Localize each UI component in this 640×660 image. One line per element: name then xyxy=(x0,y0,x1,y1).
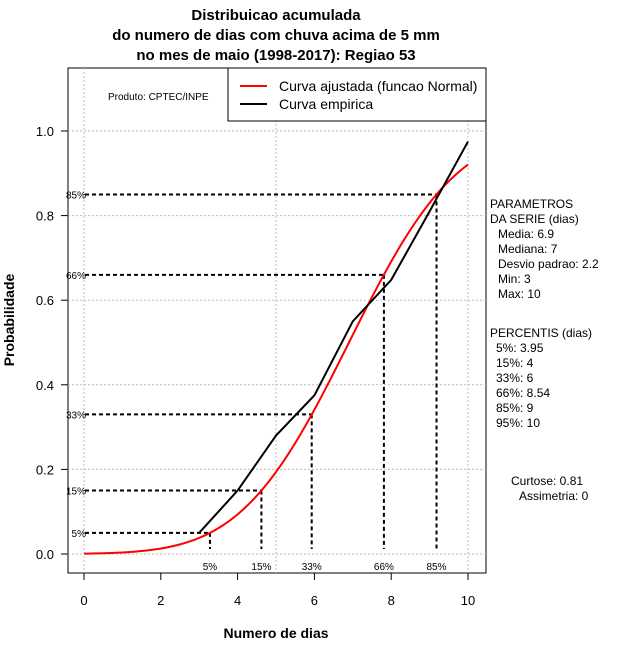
percentile-line: 95%: 10 xyxy=(496,416,540,430)
x-tick-label: 0 xyxy=(80,593,87,608)
x-tick-label: 8 xyxy=(388,593,395,608)
parameter-line: Max: 10 xyxy=(498,287,541,301)
percentiles-heading: PERCENTIS (dias) xyxy=(490,326,592,340)
x-tick-label: 10 xyxy=(461,593,475,608)
y-tick-label: 0.8 xyxy=(36,209,54,224)
x-tick-label: 4 xyxy=(234,593,241,608)
legend-entry: Curva ajustada (funcao Normal) xyxy=(279,78,477,94)
chart-title-line: do numero de dias com chuva acima de 5 m… xyxy=(112,27,440,44)
percentile-line: 5%: 3.95 xyxy=(496,341,544,355)
empirical-curve xyxy=(198,141,469,534)
legend-entry: Curva empirica xyxy=(279,96,373,112)
percentile-line: 15%: 4 xyxy=(496,356,534,370)
y-axis-label: Probabilidade xyxy=(1,274,17,367)
x-tick-label: 6 xyxy=(311,593,318,608)
percentile-line: 85%: 9 xyxy=(496,401,534,415)
y-tick-label: 0.2 xyxy=(36,462,54,477)
chart-title-line: no mes de maio (1998-2017): Regiao 53 xyxy=(136,47,415,64)
y-tick-label: 0.4 xyxy=(36,378,54,393)
x-axis-label: Numero de dias xyxy=(223,625,328,641)
parameter-line: Media: 6.9 xyxy=(498,227,554,241)
parameters-heading: PARAMETROS xyxy=(490,197,573,211)
chart-title-line: Distribuicao acumulada xyxy=(191,7,361,24)
y-tick-label: 1.0 xyxy=(36,124,54,139)
percentile-y-label: 15% xyxy=(66,487,86,498)
percentile-line: 66%: 8.54 xyxy=(496,386,550,400)
fitted-normal-curve xyxy=(83,163,469,555)
percentile-x-label: 5% xyxy=(203,562,218,573)
product-label: Produto: CPTEC/INPE xyxy=(108,92,209,103)
percentile-x-label: 15% xyxy=(251,562,271,573)
parameter-line: Desvio padrao: 2.2 xyxy=(498,257,599,271)
plot-frame xyxy=(67,67,487,574)
x-tick-label: 2 xyxy=(157,593,164,608)
percentile-x-label: 66% xyxy=(374,562,394,573)
percentile-x-label: 85% xyxy=(427,562,447,573)
percentile-y-label: 5% xyxy=(72,529,87,540)
percentile-y-label: 85% xyxy=(66,190,86,201)
percentile-line: 33%: 6 xyxy=(496,371,534,385)
y-tick-label: 0.6 xyxy=(36,293,54,308)
percentile-y-label: 66% xyxy=(66,271,86,282)
percentile-x-label: 33% xyxy=(302,562,322,573)
parameter-line: Min: 3 xyxy=(498,272,531,286)
percentile-y-label: 33% xyxy=(66,410,86,421)
kurtosis-label: Curtose: 0.81 xyxy=(511,474,583,488)
parameter-line: Mediana: 7 xyxy=(498,242,558,256)
parameters-heading: DA SERIE (dias) xyxy=(490,212,579,226)
skewness-label: Assimetria: 0 xyxy=(519,489,589,503)
legend-box xyxy=(227,67,487,122)
y-tick-label: 0.0 xyxy=(36,547,54,562)
